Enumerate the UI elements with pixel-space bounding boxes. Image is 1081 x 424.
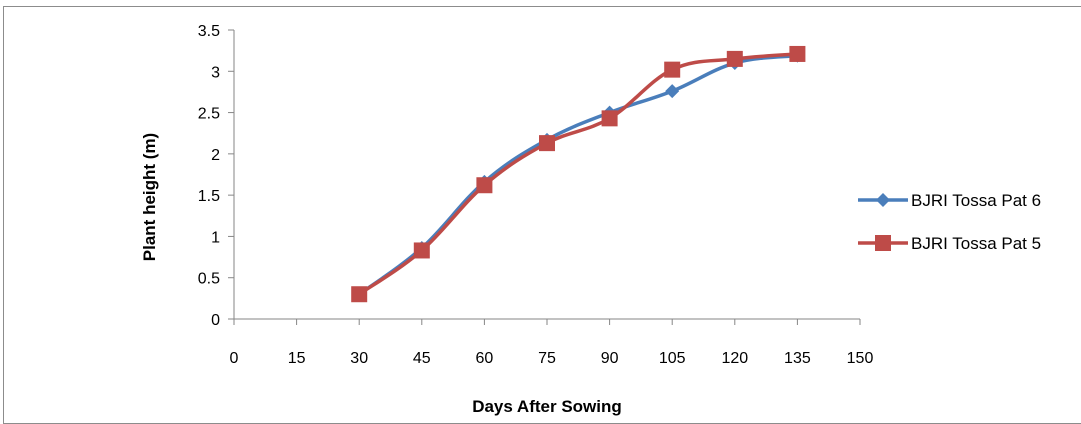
x-tick-label: 0 — [230, 350, 239, 367]
data-point-marker — [351, 286, 368, 303]
x-tick-label: 135 — [784, 350, 811, 367]
data-point-marker — [413, 242, 430, 259]
data-point-marker — [539, 135, 555, 152]
x-tick-label: 15 — [288, 350, 306, 367]
y-axis-ticks: 0 0.5 1 1.5 2 2.5 3 3.5 — [198, 23, 234, 329]
series-layer — [351, 45, 806, 303]
legend-marker — [876, 193, 890, 207]
data-point-marker — [726, 50, 743, 67]
x-tick-label: 60 — [476, 350, 494, 367]
x-tick-label: 150 — [847, 350, 874, 367]
legend-item: BJRI Tossa Pat 6 — [858, 191, 1041, 210]
data-point-marker — [665, 84, 680, 99]
x-tick-label: 120 — [721, 350, 748, 367]
legend-item: BJRI Tossa Pat 5 — [858, 234, 1041, 253]
y-tick-label: 1 — [211, 229, 220, 246]
y-tick-label: 0 — [211, 312, 220, 329]
chart-frame — [3, 6, 1081, 424]
data-point-marker — [789, 45, 806, 62]
x-tick-label: 30 — [350, 350, 368, 367]
y-axis-title: Plant height (m) — [140, 133, 159, 261]
legend: BJRI Tossa Pat 6 BJRI Tossa Pat 5 — [858, 191, 1041, 253]
legend-label: BJRI Tossa Pat 5 — [911, 234, 1041, 253]
x-tick-label: 90 — [601, 350, 619, 367]
y-tick-label: 3 — [211, 64, 220, 81]
y-tick-label: 1.5 — [198, 188, 220, 205]
legend-marker — [875, 235, 891, 251]
series-2 — [351, 45, 806, 303]
data-point-marker — [664, 61, 681, 78]
data-point-marker — [601, 110, 618, 127]
x-tick-label: 75 — [538, 350, 556, 367]
data-point-marker — [476, 177, 493, 194]
series-1 — [352, 48, 805, 302]
y-tick-label: 0.5 — [198, 271, 220, 288]
x-tick-label: 45 — [413, 350, 431, 367]
y-tick-label: 2 — [211, 147, 220, 164]
legend-label: BJRI Tossa Pat 6 — [911, 191, 1041, 210]
x-axis-ticks: 0 15 30 45 60 75 90 105 120 135 150 — [230, 319, 874, 367]
y-tick-label: 3.5 — [198, 23, 220, 40]
axes — [233, 30, 860, 320]
x-axis-title: Days After Sowing — [472, 397, 622, 416]
x-tick-label: 105 — [659, 350, 686, 367]
y-tick-label: 2.5 — [198, 106, 220, 123]
